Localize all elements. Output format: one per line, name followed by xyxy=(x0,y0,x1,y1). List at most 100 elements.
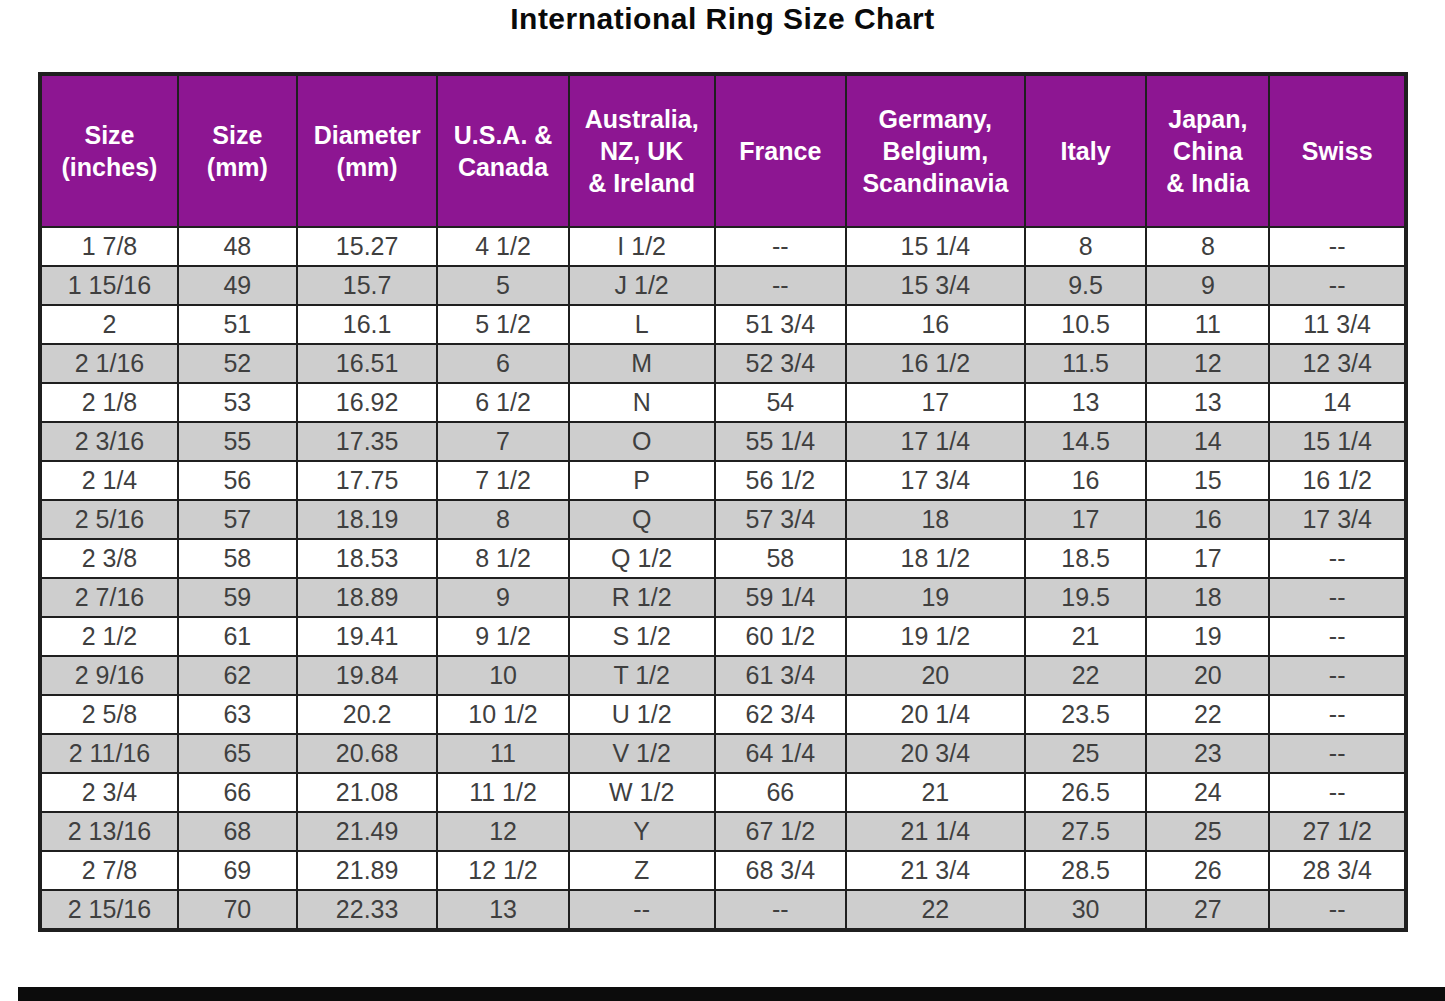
cell: 2 13/16 xyxy=(40,812,178,851)
cell: 51 3/4 xyxy=(715,305,846,344)
cell: 18.89 xyxy=(297,578,438,617)
cell: 5 xyxy=(437,266,568,305)
cell: Q 1/2 xyxy=(569,539,715,578)
cell: 56 1/2 xyxy=(715,461,846,500)
cell: 5 1/2 xyxy=(437,305,568,344)
cell: 13 xyxy=(437,890,568,930)
cell: 17 3/4 xyxy=(846,461,1025,500)
cell: 26 xyxy=(1146,851,1269,890)
cell: -- xyxy=(1269,266,1406,305)
cell: 20.2 xyxy=(297,695,438,734)
cell: -- xyxy=(715,890,846,930)
cell: 19.41 xyxy=(297,617,438,656)
cell: U 1/2 xyxy=(569,695,715,734)
cell: -- xyxy=(569,890,715,930)
cell: S 1/2 xyxy=(569,617,715,656)
cell: 2 5/8 xyxy=(40,695,178,734)
cell: -- xyxy=(1269,617,1406,656)
cell: 52 xyxy=(178,344,297,383)
cell: 18 1/2 xyxy=(846,539,1025,578)
cell: 55 1/4 xyxy=(715,422,846,461)
cell: 30 xyxy=(1025,890,1147,930)
cell: 53 xyxy=(178,383,297,422)
cell: 9 xyxy=(437,578,568,617)
cell: -- xyxy=(1269,578,1406,617)
cell: 18.53 xyxy=(297,539,438,578)
page-title: International Ring Size Chart xyxy=(0,0,1445,36)
cell: 17 xyxy=(1025,500,1147,539)
cell: W 1/2 xyxy=(569,773,715,812)
cell: M xyxy=(569,344,715,383)
cell: 10 xyxy=(437,656,568,695)
cell: P xyxy=(569,461,715,500)
cell: 19 1/2 xyxy=(846,617,1025,656)
cell: 2 9/16 xyxy=(40,656,178,695)
cell: R 1/2 xyxy=(569,578,715,617)
cell: 10.5 xyxy=(1025,305,1147,344)
cell: -- xyxy=(1269,734,1406,773)
cell: 25 xyxy=(1025,734,1147,773)
cell: 9 1/2 xyxy=(437,617,568,656)
cell: 66 xyxy=(178,773,297,812)
cell: 15 1/4 xyxy=(846,227,1025,266)
cell: 26.5 xyxy=(1025,773,1147,812)
cell: 2 7/16 xyxy=(40,578,178,617)
cell: 7 xyxy=(437,422,568,461)
cell: 10 1/2 xyxy=(437,695,568,734)
table-row: 2 3/85818.538 1/2Q 1/25818 1/218.517-- xyxy=(40,539,1406,578)
cell: 67 1/2 xyxy=(715,812,846,851)
cell: 15.27 xyxy=(297,227,438,266)
cell: 55 xyxy=(178,422,297,461)
cell: 59 xyxy=(178,578,297,617)
cell: 58 xyxy=(178,539,297,578)
cell: 13 xyxy=(1025,383,1147,422)
table-row: 2 11/166520.6811V 1/264 1/420 3/42523-- xyxy=(40,734,1406,773)
table-row: 2 5/86320.210 1/2U 1/262 3/420 1/423.522… xyxy=(40,695,1406,734)
cell: 14 xyxy=(1146,422,1269,461)
cell: V 1/2 xyxy=(569,734,715,773)
cell: 15 3/4 xyxy=(846,266,1025,305)
cell: 27.5 xyxy=(1025,812,1147,851)
cell: 14 xyxy=(1269,383,1406,422)
cell: 57 3/4 xyxy=(715,500,846,539)
cell: 8 1/2 xyxy=(437,539,568,578)
cell: 21 xyxy=(1025,617,1147,656)
cell: -- xyxy=(1269,227,1406,266)
cell: 28 3/4 xyxy=(1269,851,1406,890)
cell: L xyxy=(569,305,715,344)
cell: -- xyxy=(715,266,846,305)
cell: 20 1/4 xyxy=(846,695,1025,734)
cell: 2 1/8 xyxy=(40,383,178,422)
ring-size-table: Size (inches)Size (mm)Diameter (mm)U.S.A… xyxy=(38,72,1408,932)
cell: 21.49 xyxy=(297,812,438,851)
table-row: 1 15/164915.75J 1/2--15 3/49.59-- xyxy=(40,266,1406,305)
column-header-2: Size (mm) xyxy=(178,74,297,227)
cell: 1 7/8 xyxy=(40,227,178,266)
cell: -- xyxy=(715,227,846,266)
cell: 2 1/16 xyxy=(40,344,178,383)
cell: Q xyxy=(569,500,715,539)
cell: 11 xyxy=(1146,305,1269,344)
cell: 2 3/8 xyxy=(40,539,178,578)
cell: 15.7 xyxy=(297,266,438,305)
cell: -- xyxy=(1269,773,1406,812)
cell: 57 xyxy=(178,500,297,539)
cell: 22.33 xyxy=(297,890,438,930)
cell: 17 xyxy=(846,383,1025,422)
cell: 54 xyxy=(715,383,846,422)
column-header-7: Germany, Belgium, Scandinavia xyxy=(846,74,1025,227)
cell: 20 xyxy=(1146,656,1269,695)
cell: 61 3/4 xyxy=(715,656,846,695)
table-row: 2 15/167022.3313----223027-- xyxy=(40,890,1406,930)
cell: 27 1/2 xyxy=(1269,812,1406,851)
table-row: 2 1/85316.926 1/2N5417131314 xyxy=(40,383,1406,422)
cell: 2 5/16 xyxy=(40,500,178,539)
cell: N xyxy=(569,383,715,422)
cell: 48 xyxy=(178,227,297,266)
cell: 20.68 xyxy=(297,734,438,773)
cell: 11 1/2 xyxy=(437,773,568,812)
cell: 6 xyxy=(437,344,568,383)
cell: 27 xyxy=(1146,890,1269,930)
cell: 49 xyxy=(178,266,297,305)
cell: -- xyxy=(1269,539,1406,578)
